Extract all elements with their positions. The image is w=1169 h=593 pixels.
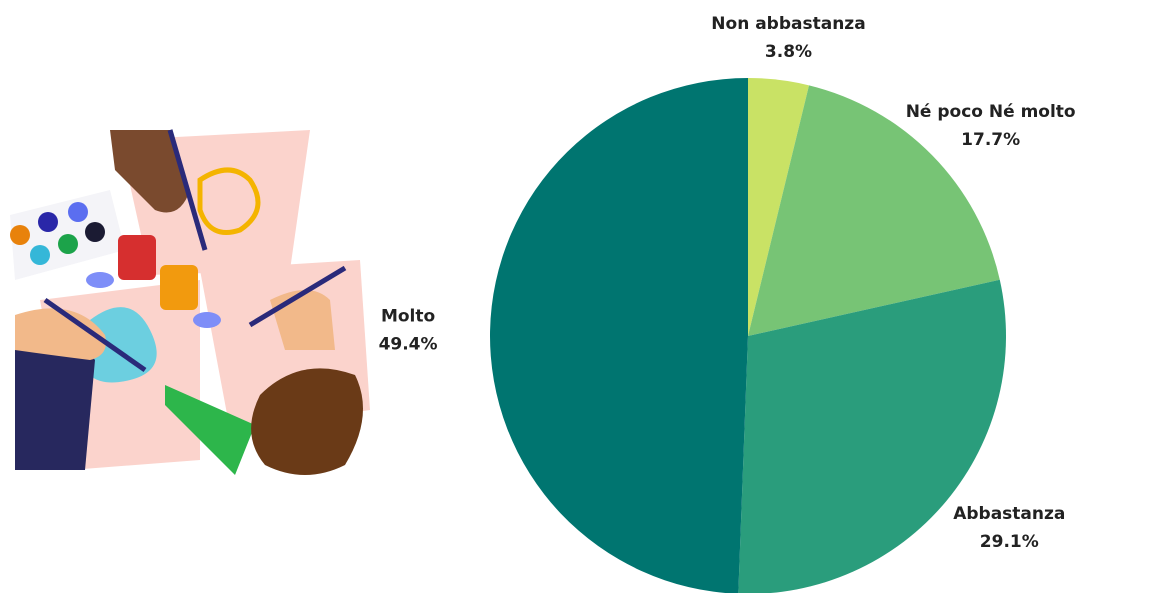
slice-label: Molto [381,306,435,326]
slice-value: 49.4% [379,334,438,354]
illustration [10,130,370,475]
slice-label: Non abbastanza [711,14,865,34]
chart: Non abbastanza 3.8% Né poco Né molto 17.7% A… [0,0,1169,593]
slice-value: 3.8% [765,42,812,62]
page: Non abbastanza 3.8% Né poco Né molto 17.7% A… [0,0,1169,593]
slice-value: 29.1% [980,532,1039,552]
slice-label: Abbastanza [953,504,1065,524]
slice-label: Né poco Né molto [906,102,1076,122]
pie-slice [490,78,748,593]
slice-value: 17.7% [961,130,1020,150]
